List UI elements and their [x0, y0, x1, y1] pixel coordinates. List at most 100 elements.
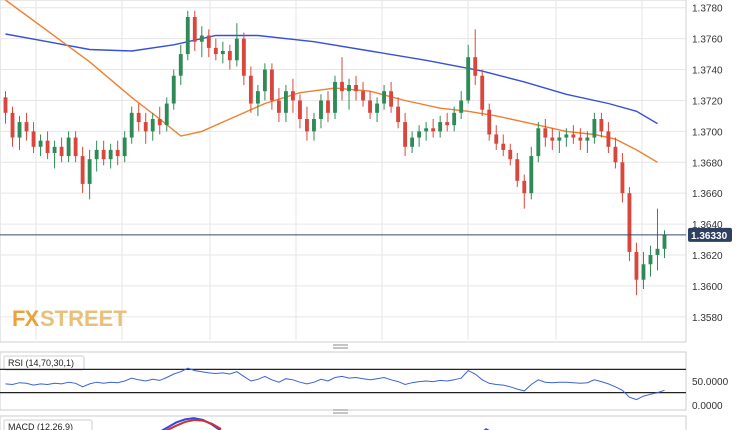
candle — [368, 91, 372, 119]
candle-body — [298, 100, 302, 119]
candle — [641, 251, 646, 289]
candle — [276, 88, 281, 123]
candle-body — [59, 146, 64, 157]
candle-body — [319, 100, 323, 119]
candle-body — [557, 137, 562, 141]
candle — [536, 122, 541, 163]
candle-body — [17, 122, 22, 138]
candle — [508, 143, 513, 166]
candle-body — [206, 35, 211, 48]
candle — [255, 85, 260, 116]
candle-body — [94, 149, 99, 160]
candle-body — [403, 122, 408, 147]
candle — [143, 112, 148, 144]
current-price-marker: 1.36330 — [0, 227, 732, 242]
candle — [80, 146, 85, 194]
candle — [494, 125, 499, 150]
candle-body — [389, 91, 394, 107]
candle-body — [571, 134, 576, 138]
candle — [52, 140, 57, 169]
candle-body — [655, 248, 660, 255]
candle-body — [52, 146, 57, 153]
logo-street-text: STREET — [40, 306, 127, 331]
candle — [487, 103, 492, 141]
price-tick-label: 1.3780 — [692, 4, 723, 15]
candle-body — [199, 35, 204, 42]
price-tick-label: 1.3640 — [692, 220, 723, 231]
rsi-panel: RSI (14,70,30,1) 50.0000 0.0000 — [0, 351, 729, 412]
candle — [634, 242, 639, 296]
candle — [164, 97, 169, 132]
candle-body — [185, 17, 190, 55]
candle-body — [501, 143, 506, 150]
candle-body — [31, 131, 36, 147]
candle-body — [283, 91, 288, 113]
price-grid — [0, 0, 687, 343]
candle-body — [508, 149, 513, 160]
candle — [312, 112, 316, 141]
candle — [613, 137, 618, 169]
candle-body — [143, 122, 148, 132]
candle-body — [333, 81, 337, 113]
candle-body — [368, 100, 372, 113]
price-tick-label: 1.3580 — [692, 313, 723, 324]
candle-body — [38, 140, 43, 147]
candle — [515, 153, 520, 187]
candle — [543, 119, 548, 147]
candle-body — [129, 112, 134, 138]
candle — [592, 112, 597, 144]
candle — [136, 103, 141, 132]
candle — [206, 29, 211, 58]
candle-body — [3, 97, 8, 113]
candle-body — [417, 131, 422, 138]
candle-body — [634, 251, 639, 280]
candle-body — [585, 137, 590, 141]
candle-body — [45, 140, 50, 153]
candle-body — [291, 91, 295, 101]
candle-body — [213, 47, 218, 55]
candle-body — [255, 91, 260, 104]
candle — [199, 26, 204, 58]
price-tick-label: 1.3740 — [692, 66, 723, 77]
candle — [333, 75, 337, 119]
candle — [101, 140, 106, 166]
candle — [73, 131, 78, 163]
candle — [291, 78, 295, 113]
candle — [157, 106, 162, 135]
candle — [24, 112, 29, 141]
logo-fx-text: FX — [12, 306, 39, 331]
current-price-tag — [688, 227, 732, 242]
macd-title-box[interactable] — [3, 419, 93, 430]
candle-body — [564, 134, 569, 138]
candle — [354, 75, 358, 101]
candle-body — [522, 180, 527, 194]
candle — [326, 91, 330, 123]
candle — [480, 69, 485, 116]
candle-body — [73, 137, 78, 157]
candle — [459, 91, 464, 119]
candle — [417, 125, 422, 147]
candle — [501, 134, 506, 157]
sma-slow-line — [5, 33, 658, 125]
candle — [305, 106, 309, 141]
candle-body — [122, 137, 127, 157]
candle-body — [599, 119, 604, 132]
candle-body — [354, 85, 358, 92]
candle-body — [438, 122, 443, 132]
price-tick-label: 1.3700 — [692, 127, 723, 138]
candle-body — [627, 193, 632, 252]
candle — [452, 106, 457, 132]
macd-title: MACD (12,26,9) — [8, 422, 73, 430]
candle — [234, 23, 239, 67]
price-panel-resize-handle[interactable] — [333, 344, 348, 349]
candle-body — [66, 137, 71, 157]
candle-body — [613, 146, 618, 163]
macd-line — [164, 418, 222, 430]
candle — [213, 38, 218, 61]
candle — [227, 44, 232, 70]
candle-body — [305, 119, 309, 132]
candle — [178, 44, 183, 85]
rsi-panel-resize-handle[interactable] — [333, 409, 348, 414]
candle — [340, 57, 344, 101]
candle-body — [340, 81, 344, 92]
